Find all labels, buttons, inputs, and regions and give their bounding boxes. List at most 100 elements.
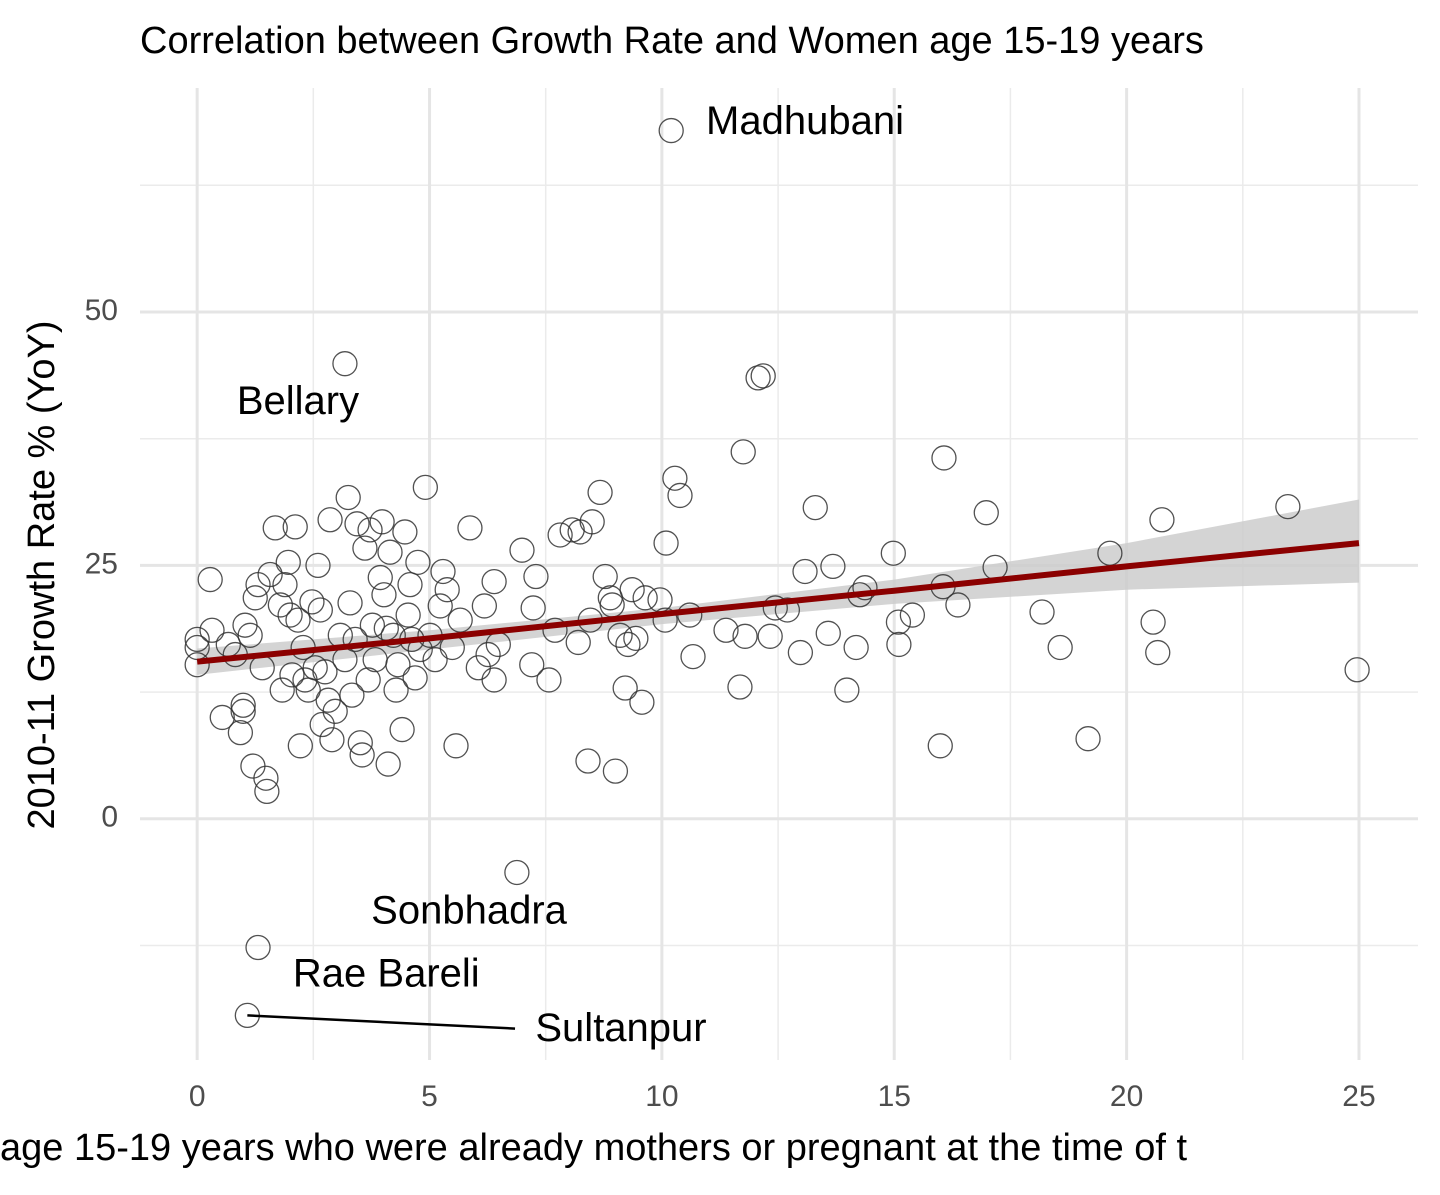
point: [886, 631, 912, 658]
point: [319, 727, 345, 753]
point: [481, 667, 507, 693]
point: [713, 617, 739, 643]
point: [272, 571, 298, 598]
point: [375, 751, 401, 777]
point: [279, 662, 305, 688]
point: [536, 667, 562, 693]
point: [405, 549, 431, 575]
point: [885, 609, 912, 635]
point: [520, 595, 546, 621]
point: [245, 934, 271, 961]
point: [899, 602, 926, 628]
point: [519, 652, 545, 678]
point: [1140, 609, 1166, 635]
x-tick-label: 20: [1110, 1080, 1143, 1113]
point: [339, 682, 365, 708]
point: [792, 558, 818, 585]
point: [1145, 639, 1171, 666]
point: [257, 561, 283, 588]
annotation: Bellary: [237, 379, 359, 423]
annotation: Madhubani: [706, 99, 904, 143]
point: [367, 564, 393, 591]
point: [802, 494, 828, 521]
point: [447, 607, 473, 633]
point: [230, 698, 256, 724]
point: [355, 667, 381, 693]
point: [254, 778, 280, 805]
point: [730, 439, 756, 465]
point: [344, 511, 370, 537]
point: [787, 639, 814, 666]
point: [267, 592, 293, 618]
point: [632, 585, 658, 611]
point: [262, 515, 288, 541]
point: [322, 698, 348, 724]
point: [312, 659, 338, 685]
point: [1029, 599, 1055, 625]
point: [757, 623, 783, 649]
point: [880, 540, 906, 566]
point: [774, 597, 801, 623]
point: [523, 563, 549, 590]
point: [285, 607, 311, 633]
point: [602, 758, 629, 784]
point: [199, 617, 225, 643]
point: [852, 575, 878, 601]
point: [412, 474, 438, 500]
point: [1047, 634, 1073, 661]
point: [575, 748, 601, 774]
point: [337, 590, 363, 616]
point: [834, 677, 860, 703]
point: [542, 617, 568, 643]
point: [395, 602, 421, 628]
fit-line: [196, 540, 1360, 665]
leader-line: [247, 1014, 516, 1030]
point: [475, 641, 501, 668]
point: [680, 643, 706, 670]
point: [430, 558, 456, 585]
point: [457, 515, 483, 541]
point: [732, 623, 758, 649]
point: [237, 622, 263, 648]
point: [667, 482, 693, 509]
x-tick-label: 15: [878, 1080, 911, 1113]
point: [427, 593, 453, 619]
point: [509, 537, 535, 563]
point: [359, 612, 386, 638]
chart-title: Correlation between Growth Rate and Wome…: [140, 20, 1204, 62]
point: [1149, 507, 1175, 533]
annotation: Sonbhadra: [371, 889, 567, 933]
y-tick-label: 25: [85, 547, 118, 580]
point: [629, 689, 655, 715]
annotation: Rae Bareli: [293, 951, 480, 995]
point: [347, 730, 373, 756]
point: [1344, 657, 1370, 683]
point: [389, 716, 415, 743]
point: [317, 507, 343, 533]
point: [209, 704, 235, 731]
point: [973, 500, 999, 526]
point: [565, 629, 591, 656]
point: [820, 553, 846, 580]
point: [385, 652, 411, 678]
point: [815, 620, 841, 646]
point: [931, 445, 957, 471]
point: [184, 626, 210, 653]
point: [184, 652, 210, 678]
point: [579, 509, 605, 535]
point: [309, 711, 335, 738]
point: [1075, 726, 1101, 752]
point: [504, 859, 530, 886]
x-tick-label: 5: [421, 1080, 438, 1113]
point: [230, 692, 256, 718]
point: [727, 674, 753, 700]
point: [623, 625, 649, 652]
point: [397, 571, 423, 598]
point: [287, 733, 313, 759]
point: [242, 585, 268, 611]
point: [197, 566, 223, 593]
point: [305, 552, 331, 579]
point: [275, 549, 301, 575]
y-tick-label: 50: [85, 294, 118, 327]
